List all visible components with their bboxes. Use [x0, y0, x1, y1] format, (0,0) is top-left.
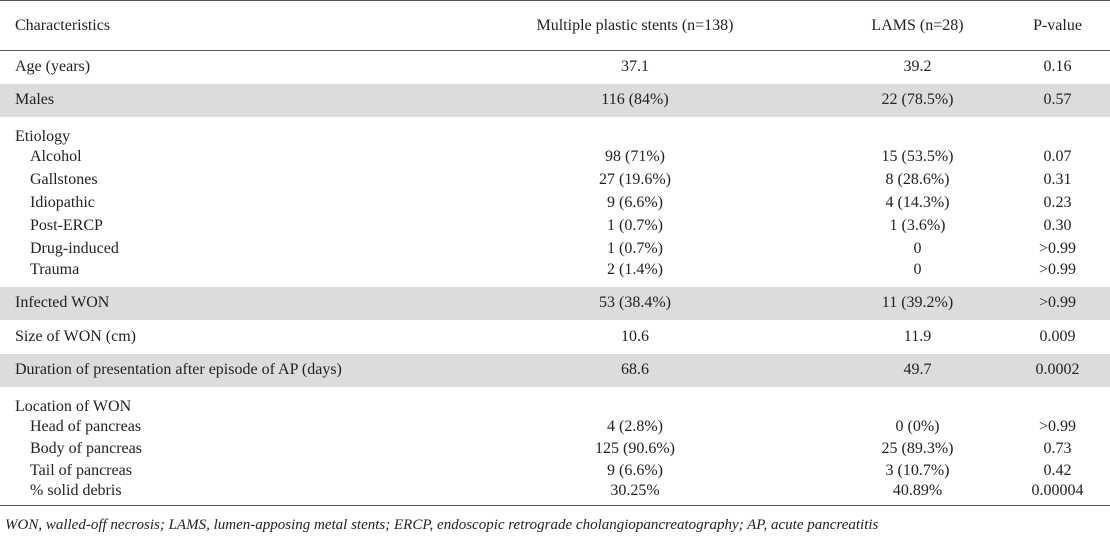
p-value: 0.30	[1043, 217, 1072, 234]
plastic-value: 53 (38.4%)	[440, 286, 830, 320]
plastic-value: 98 (71%)	[605, 148, 665, 165]
p-value: 0.23	[1043, 194, 1072, 211]
table-row: Alcohol 98 (71%) 15 (53.5%) 0.07	[0, 146, 1110, 169]
table-row: Drug-induced 1 (0.7%) 0 >0.99	[0, 238, 1110, 261]
table-row: Location of WON	[0, 387, 1110, 416]
table-row: Gallstones 27 (19.6%) 8 (28.6%) 0.31	[0, 169, 1110, 192]
p-value: 0.00004	[1031, 481, 1084, 499]
lams-value: 0	[913, 260, 922, 278]
table-row: Trauma 2 (1.4%) 0 >0.99	[0, 261, 1110, 287]
lams-value: 0 (0%)	[895, 417, 940, 435]
lams-value: 15 (53.5%)	[881, 148, 954, 165]
plastic-value: 9 (6.6%)	[607, 461, 663, 479]
table-row: Age (years) 37.1 39.2 0.16	[0, 51, 1110, 84]
table-row: Duration of presentation after episode o…	[0, 353, 1110, 387]
plastic-value: 116 (84%)	[440, 83, 830, 117]
lams-value	[830, 387, 1005, 416]
table-row: Post-ERCP 1 (0.7%) 1 (3.6%) 0.30	[0, 215, 1110, 238]
lams-value: 25 (89.3%)	[881, 439, 954, 457]
p-value: 0.07	[1043, 148, 1072, 165]
plastic-value: 1 (0.7%)	[607, 240, 663, 257]
p-value: 0.57	[1005, 83, 1110, 117]
plastic-value: 10.6	[621, 327, 649, 345]
plastic-value: 1 (0.7%)	[607, 217, 663, 234]
lams-value: 4 (14.3%)	[885, 194, 950, 211]
lams-value: 3 (10.7%)	[885, 461, 950, 479]
row-label: Drug-induced	[30, 240, 119, 257]
p-value: 0.0002	[1005, 353, 1110, 387]
row-label: Etiology	[15, 127, 71, 145]
p-value: 0.16	[1043, 58, 1072, 76]
row-label: Males	[0, 83, 440, 117]
table-row: Idiopathic 9 (6.6%) 4 (14.3%) 0.23	[0, 192, 1110, 215]
header-characteristics: Characteristics	[15, 16, 111, 34]
lams-value: 49.7	[830, 353, 1005, 387]
row-label: Age (years)	[15, 58, 91, 76]
row-label: Post-ERCP	[30, 217, 103, 234]
table-row: Head of pancreas 4 (2.8%) 0 (0%) >0.99	[0, 416, 1110, 438]
p-value: >0.99	[1038, 240, 1077, 257]
row-label: Duration of presentation after episode o…	[0, 353, 440, 387]
plastic-value: 37.1	[621, 58, 649, 76]
plastic-value: 27 (19.6%)	[599, 171, 671, 188]
row-label: Tail of pancreas	[30, 461, 132, 479]
plastic-value: 125 (90.6%)	[595, 439, 675, 457]
p-value	[1005, 387, 1110, 416]
lams-value: 11 (39.2%)	[830, 286, 1005, 320]
p-value: >0.99	[1005, 286, 1110, 320]
row-label: Infected WON	[0, 286, 440, 320]
row-label: Trauma	[30, 260, 80, 278]
lams-value: 39.2	[903, 58, 932, 76]
header-row: Characteristics Multiple plastic stents …	[0, 0, 1110, 51]
table-row: Body of pancreas 125 (90.6%) 25 (89.3%) …	[0, 438, 1110, 460]
lams-value: 22 (78.5%)	[830, 83, 1005, 117]
lams-value: 1 (3.6%)	[889, 217, 946, 234]
lams-value: 40.89%	[892, 481, 943, 499]
row-label: % solid debris	[30, 481, 122, 499]
p-value: >0.99	[1038, 417, 1077, 435]
table-row: Etiology	[0, 117, 1110, 146]
header-lams: LAMS (n=28)	[871, 16, 964, 34]
p-value: 0.009	[1039, 327, 1076, 345]
p-value: 0.31	[1043, 171, 1072, 188]
plastic-value	[440, 387, 830, 416]
lams-value: 11.9	[903, 327, 932, 345]
row-label: Location of WON	[15, 397, 132, 415]
row-label: Head of pancreas	[30, 417, 142, 435]
table-row: Males 116 (84%) 22 (78.5%) 0.57	[0, 83, 1110, 117]
lams-value	[830, 117, 1005, 146]
p-value: 0.73	[1043, 439, 1072, 457]
row-label: Gallstones	[30, 171, 98, 188]
plastic-value: 68.6	[440, 353, 830, 387]
p-value: >0.99	[1038, 260, 1077, 278]
header-plastic-stents: Multiple plastic stents (n=138)	[536, 16, 734, 34]
plastic-value: 9 (6.6%)	[607, 194, 663, 211]
row-label: Alcohol	[30, 148, 82, 165]
row-label: Body of pancreas	[30, 439, 142, 457]
characteristics-table: Characteristics Multiple plastic stents …	[0, 0, 1110, 506]
plastic-value: 30.25%	[610, 481, 660, 499]
table-row: Size of WON (cm) 10.6 11.9 0.009	[0, 320, 1110, 354]
table-row: Infected WON 53 (38.4%) 11 (39.2%) >0.99	[0, 286, 1110, 320]
header-p-value: P-value	[1033, 16, 1082, 34]
table-row: % solid debris 30.25% 40.89% 0.00004	[0, 482, 1110, 506]
plastic-value	[440, 117, 830, 146]
p-value: 0.42	[1043, 461, 1072, 479]
plastic-value: 4 (2.8%)	[607, 417, 663, 435]
table-footnote: WON, walled-off necrosis; LAMS, lumen-ap…	[5, 517, 879, 533]
plastic-value: 2 (1.4%)	[607, 260, 663, 278]
p-value	[1005, 117, 1110, 146]
table-row: Tail of pancreas 9 (6.6%) 3 (10.7%) 0.42	[0, 460, 1110, 482]
lams-value: 0	[913, 240, 922, 257]
lams-value: 8 (28.6%)	[885, 171, 950, 188]
row-label: Idiopathic	[30, 194, 95, 211]
row-label: Size of WON (cm)	[15, 327, 136, 345]
